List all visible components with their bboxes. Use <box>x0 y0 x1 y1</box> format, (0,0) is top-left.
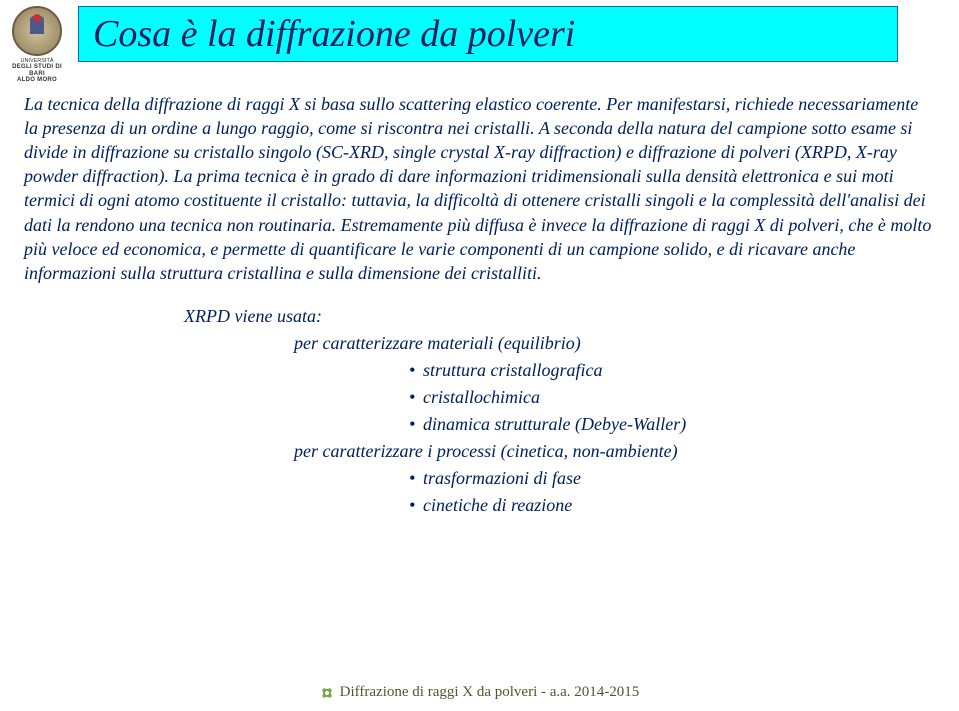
list-section1: per caratterizzare materiali (equilibrio… <box>294 330 935 357</box>
page-title: Cosa è la diffrazione da polveri <box>93 12 575 56</box>
footer-text: Diffrazione di raggi X da polveri - a.a.… <box>340 684 640 700</box>
bullet-icon: • <box>409 465 423 492</box>
list-section2: per caratterizzare i processi (cinetica,… <box>294 438 935 465</box>
list-heading: XRPD viene usata: <box>184 303 935 330</box>
main-paragraph: La tecnica della diffrazione di raggi X … <box>24 92 935 285</box>
list-item: •cinetiche di reazione <box>409 492 935 519</box>
logo-line3: ALDO MORO <box>6 77 68 84</box>
university-logo: UNIVERSITÀ DEGLI STUDI DI BARI ALDO MORO <box>6 6 68 84</box>
list-item: •struttura cristallografica <box>409 357 935 384</box>
bullet-icon: • <box>409 384 423 411</box>
title-box: Cosa è la diffrazione da polveri <box>78 6 898 62</box>
bullet-icon: • <box>409 357 423 384</box>
bullet-icon: • <box>409 492 423 519</box>
body-content: La tecnica della diffrazione di raggi X … <box>24 92 935 519</box>
footer: Diffrazione di raggi X da polveri - a.a.… <box>0 684 959 701</box>
logo-text: UNIVERSITÀ DEGLI STUDI DI BARI ALDO MORO <box>6 58 68 84</box>
usage-list: XRPD viene usata: per caratterizzare mat… <box>184 303 935 519</box>
list-item: •trasformazioni di fase <box>409 465 935 492</box>
list-item: •dinamica strutturale (Debye-Waller) <box>409 411 935 438</box>
seal-icon <box>12 6 62 56</box>
bullet-icon: • <box>409 411 423 438</box>
list-item: •cristallochimica <box>409 384 935 411</box>
logo-line2: DEGLI STUDI DI BARI <box>6 64 68 77</box>
flower-icon <box>320 686 334 700</box>
